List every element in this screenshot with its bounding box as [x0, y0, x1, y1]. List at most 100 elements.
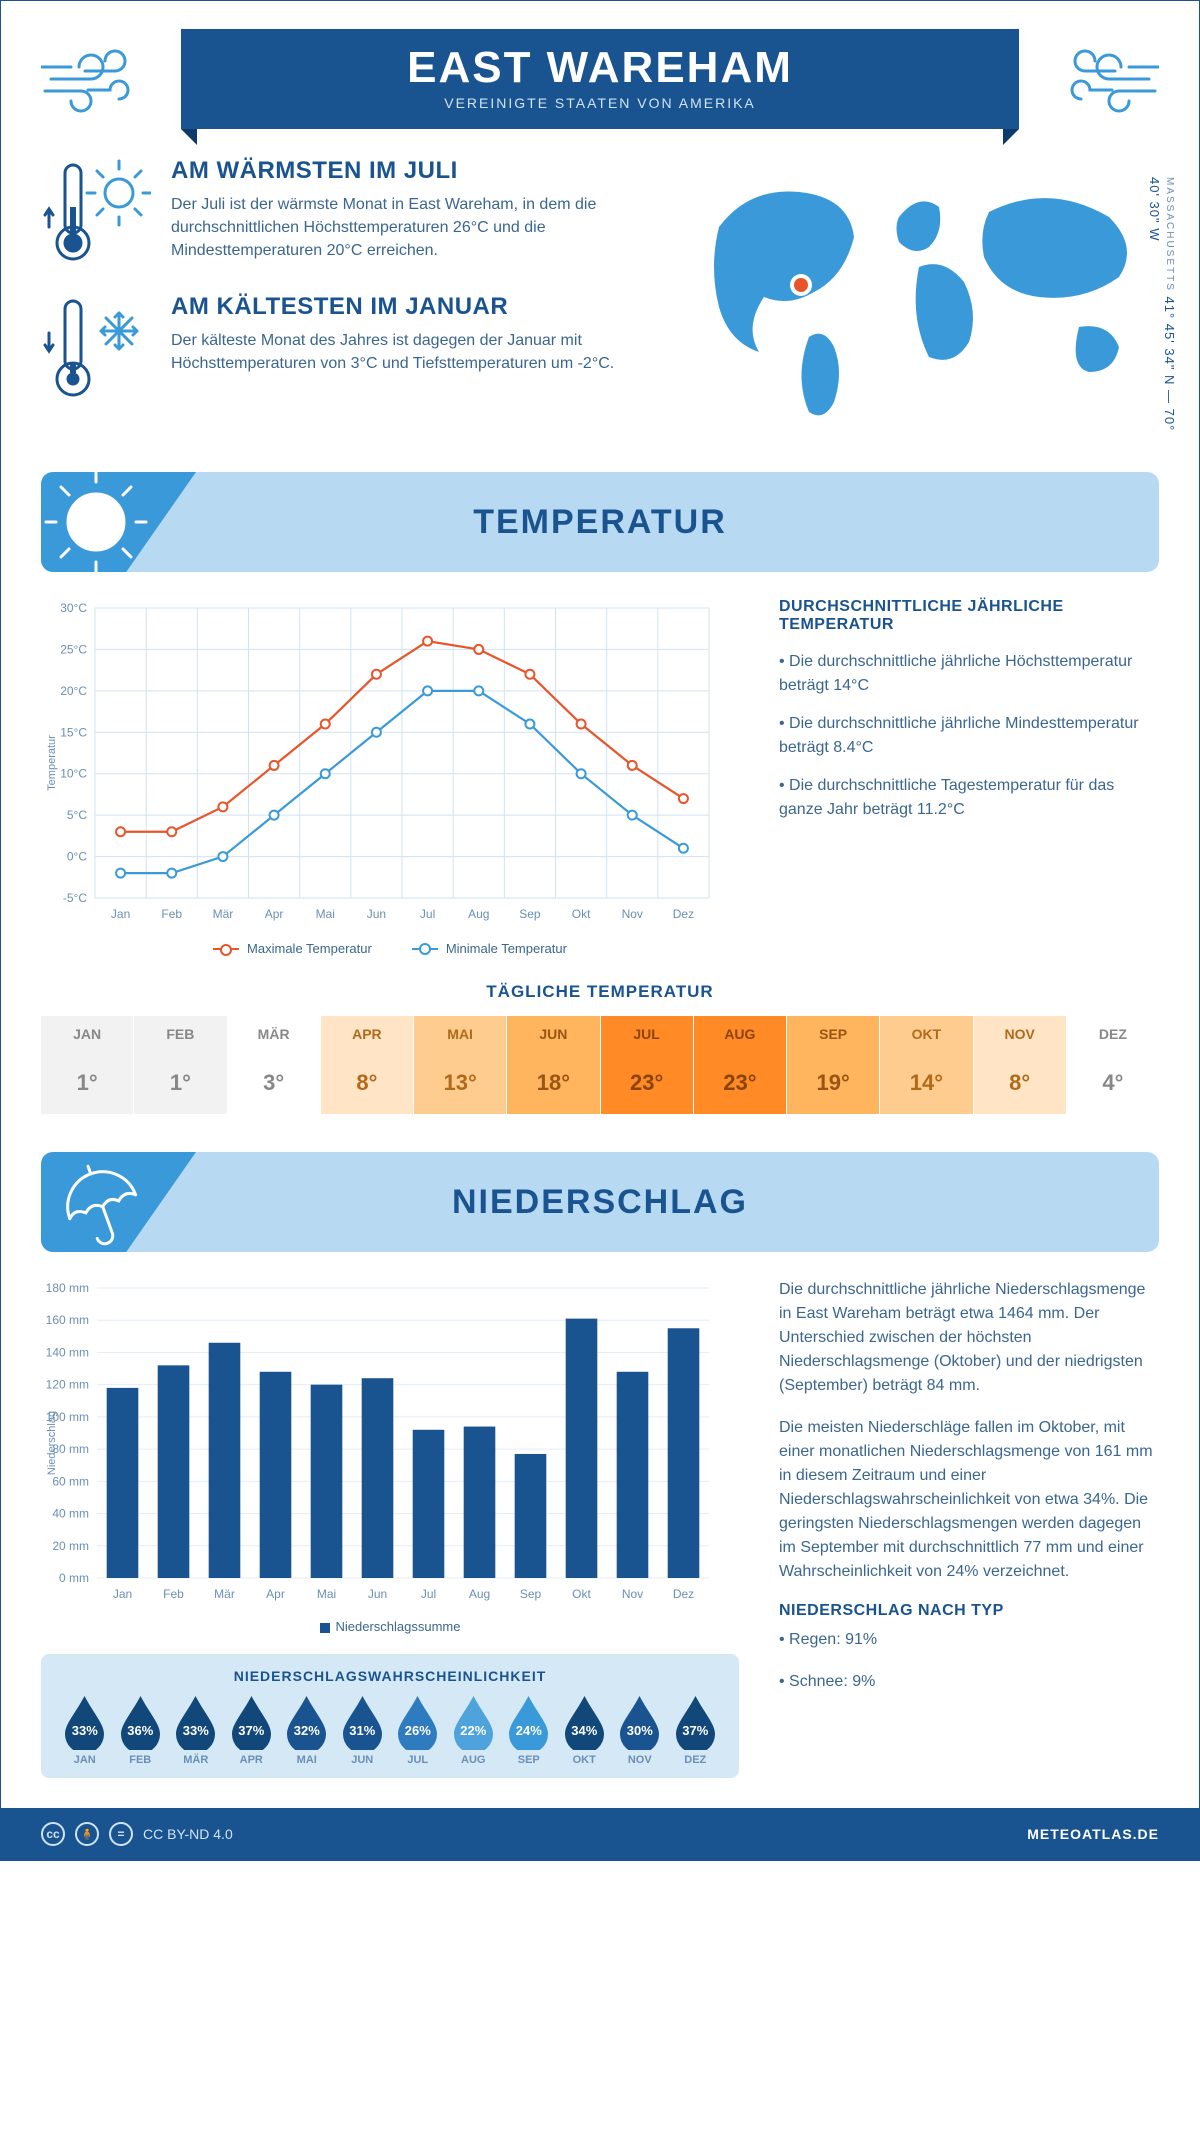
svg-text:15°C: 15°C — [60, 725, 87, 739]
probability-heading: NIEDERSCHLAGSWAHRSCHEINLICHKEIT — [57, 1668, 723, 1684]
probability-drop: 30% NOV — [612, 1694, 668, 1766]
umbrella-icon — [41, 1152, 196, 1252]
precip-para-2: Die meisten Niederschläge fallen im Okto… — [779, 1416, 1159, 1584]
svg-text:Nov: Nov — [622, 1587, 643, 1601]
svg-text:0 mm: 0 mm — [59, 1571, 89, 1585]
precipitation-left: 0 mm20 mm40 mm60 mm80 mm100 mm120 mm140 … — [41, 1278, 739, 1778]
nd-icon: = — [109, 1822, 133, 1846]
probability-month: JAN — [57, 1754, 113, 1766]
svg-text:40 mm: 40 mm — [52, 1507, 89, 1521]
sun-icon — [41, 472, 196, 572]
probability-drop: 36% FEB — [113, 1694, 169, 1766]
wind-icon-left — [41, 39, 151, 119]
state-label: MASSACHUSETTS — [1164, 177, 1175, 292]
raindrop-icon: 30% — [617, 1694, 662, 1750]
legend-min: Minimale Temperatur — [412, 941, 567, 956]
raindrop-icon: 33% — [173, 1694, 218, 1750]
daily-temp-cell: FEB1° — [134, 1016, 227, 1114]
probability-drop: 33% JAN — [57, 1694, 113, 1766]
temperature-summary: DURCHSCHNITTLICHE JÄHRLICHE TEMPERATUR •… — [779, 598, 1159, 956]
page-subtitle: VEREINIGTE STAATEN VON AMERIKA — [181, 95, 1019, 111]
daily-temp-month: JUN — [507, 1016, 599, 1052]
daily-temp-month: APR — [321, 1016, 413, 1052]
svg-text:Apr: Apr — [265, 907, 284, 921]
svg-text:0°C: 0°C — [67, 850, 87, 864]
daily-temp-month: JUL — [601, 1016, 693, 1052]
probability-month: AUG — [446, 1754, 502, 1766]
probability-drop: 34%OKT — [557, 1694, 613, 1766]
raindrop-icon: 36% — [118, 1694, 163, 1750]
svg-text:Jan: Jan — [111, 907, 130, 921]
footer: cc 🧍 = CC BY-ND 4.0 METEOATLAS.DE — [1, 1808, 1199, 1860]
daily-temp-cell: NOV8° — [974, 1016, 1067, 1114]
svg-text:Temperatur: Temperatur — [46, 735, 58, 791]
thermometer-snow-icon — [41, 293, 151, 403]
svg-text:Jun: Jun — [367, 907, 386, 921]
svg-text:20 mm: 20 mm — [52, 1539, 89, 1553]
title-banner: EAST WAREHAM VEREINIGTE STAATEN VON AMER… — [181, 29, 1019, 129]
svg-text:Jun: Jun — [368, 1587, 387, 1601]
fact-cold-title: AM KÄLTESTEN IM JANUAR — [171, 293, 649, 321]
raindrop-icon: 34% — [562, 1694, 607, 1750]
raindrop-icon: 33% — [62, 1694, 107, 1750]
svg-text:Niederschlag: Niederschlag — [46, 1411, 58, 1475]
svg-text:10°C: 10°C — [60, 767, 87, 781]
probability-drop: 37% APR — [224, 1694, 280, 1766]
probability-drop: 37%DEZ — [668, 1694, 724, 1766]
raindrop-icon: 37% — [673, 1694, 718, 1750]
daily-temp-cell: MAI13° — [414, 1016, 507, 1114]
svg-text:Apr: Apr — [266, 1587, 285, 1601]
svg-text:Jul: Jul — [420, 907, 435, 921]
license-block: cc 🧍 = CC BY-ND 4.0 — [41, 1822, 233, 1846]
daily-temp-cell: DEZ4° — [1067, 1016, 1159, 1114]
daily-temp-month: SEP — [787, 1016, 879, 1052]
daily-temp-value: 23° — [601, 1052, 693, 1114]
svg-text:Dez: Dez — [673, 1587, 694, 1601]
probability-month: MAI — [279, 1754, 335, 1766]
thermometer-sun-icon — [41, 157, 151, 267]
daily-temp-value: 14° — [880, 1052, 972, 1114]
svg-text:-5°C: -5°C — [63, 891, 87, 905]
probability-month: JUN — [335, 1754, 391, 1766]
daily-temp-cell: MÄR3° — [228, 1016, 321, 1114]
daily-temp-month: MAI — [414, 1016, 506, 1052]
svg-text:Jul: Jul — [421, 1587, 436, 1601]
fact-cold-text: Der kälteste Monat des Jahres ist dagege… — [171, 329, 649, 375]
probability-month: FEB — [113, 1754, 169, 1766]
daily-temp-value: 23° — [694, 1052, 786, 1114]
probability-month: NOV — [612, 1754, 668, 1766]
probability-drop: 31%JUN — [335, 1694, 391, 1766]
raindrop-icon: 22% — [451, 1694, 496, 1750]
temp-bullet-3: • Die durchschnittliche Tagestemperatur … — [779, 774, 1159, 822]
svg-text:Dez: Dez — [673, 907, 694, 921]
daily-temp-value: 8° — [321, 1052, 413, 1114]
legend-max: Maximale Temperatur — [213, 941, 372, 956]
probability-drop: 33%MÄR — [168, 1694, 224, 1766]
probability-drop: 32%MAI — [279, 1694, 335, 1766]
svg-text:Mär: Mär — [214, 1587, 235, 1601]
probability-month: APR — [224, 1754, 280, 1766]
daily-temp-value: 8° — [974, 1052, 1066, 1114]
probability-drop: 26%JUL — [390, 1694, 446, 1766]
daily-temp-month: MÄR — [228, 1016, 320, 1052]
daily-temp-month: AUG — [694, 1016, 786, 1052]
daily-temp-month: DEZ — [1067, 1016, 1159, 1052]
daily-temp-cell: SEP19° — [787, 1016, 880, 1114]
precip-legend: Niederschlagssumme — [41, 1619, 739, 1634]
svg-text:25°C: 25°C — [60, 642, 87, 656]
raindrop-icon: 37% — [229, 1694, 274, 1750]
svg-text:30°C: 30°C — [60, 601, 87, 615]
raindrop-icon: 24% — [506, 1694, 551, 1750]
svg-text:Feb: Feb — [161, 907, 182, 921]
brand-label: METEOATLAS.DE — [1027, 1826, 1159, 1842]
svg-text:Mär: Mär — [213, 907, 234, 921]
svg-text:Sep: Sep — [520, 1587, 542, 1601]
world-map: MASSACHUSETTS 41° 45' 34" N — 70° 40' 30… — [689, 157, 1159, 442]
daily-temp-value: 4° — [1067, 1052, 1159, 1114]
svg-text:Aug: Aug — [468, 907, 489, 921]
daily-temp-month: JAN — [41, 1016, 133, 1052]
svg-text:Nov: Nov — [622, 907, 643, 921]
precipitation-heading: NIEDERSCHLAG — [452, 1183, 748, 1222]
daily-temp-month: NOV — [974, 1016, 1066, 1052]
temperature-heading: TEMPERATUR — [473, 503, 727, 542]
